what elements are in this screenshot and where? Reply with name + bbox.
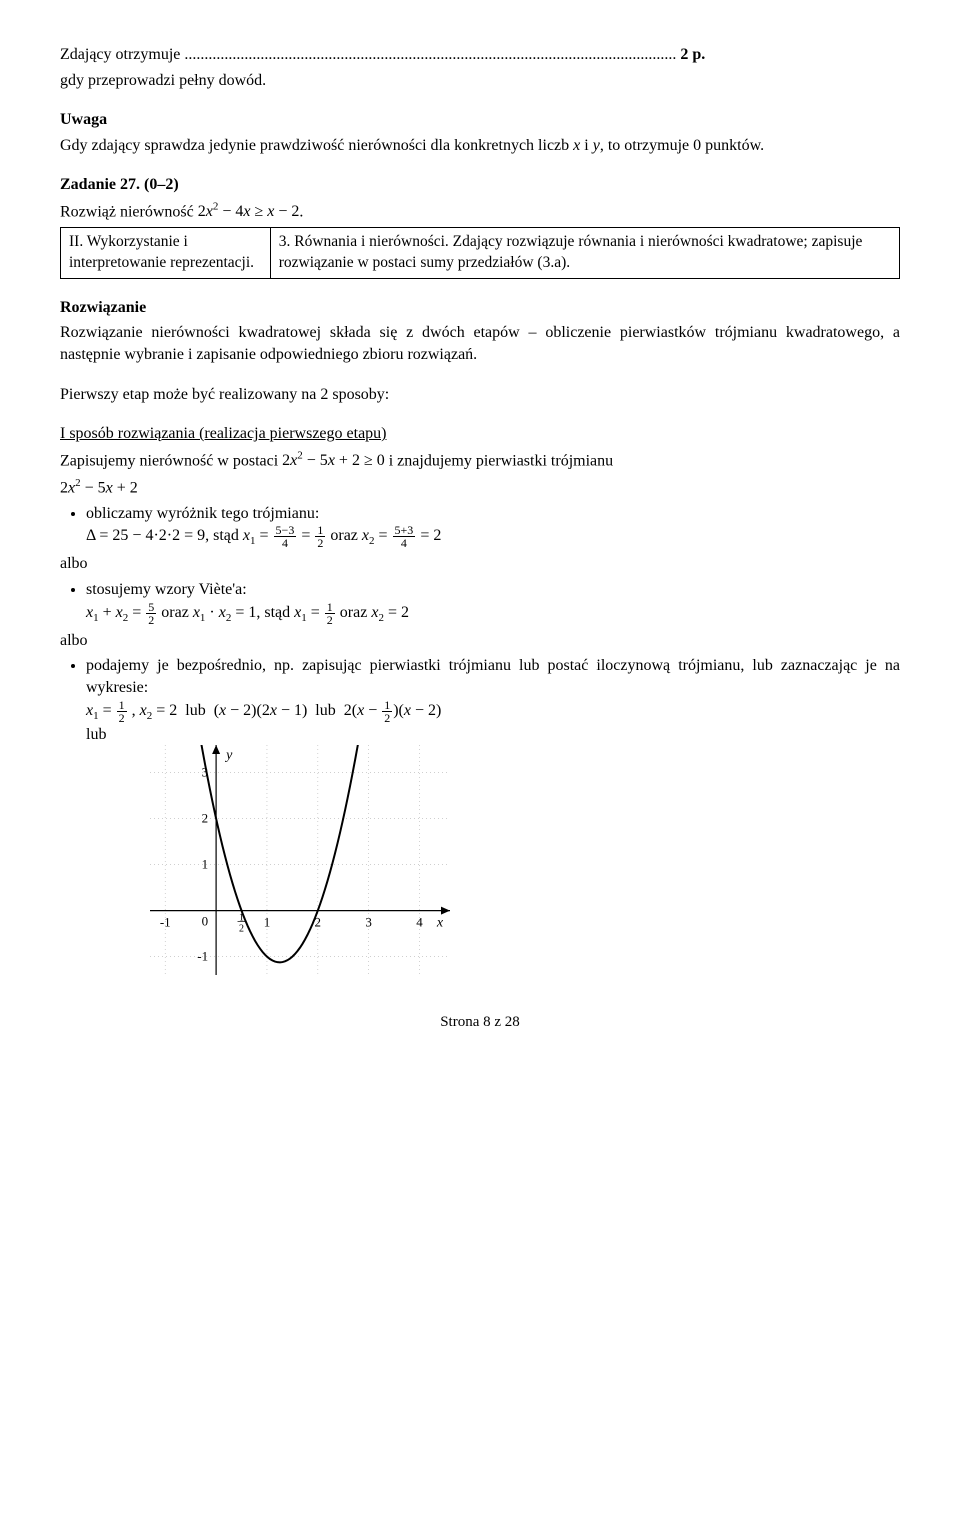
criteria-table: II. Wykorzystanie i interpretowanie repr… [60,227,900,279]
b2-math: x1 + x2 = 52 oraz x1 · x2 = 1, stąd x1 =… [86,604,409,621]
points-line: Zdający otrzymuje ......................… [60,44,900,66]
b2-title: stosujemy wzory Viète'a: [86,581,247,598]
svg-text:-1: -1 [197,949,208,964]
svg-text:4: 4 [416,915,423,930]
b3-lub: lub [86,726,106,743]
svg-text:3: 3 [365,915,372,930]
svg-text:0: 0 [202,914,209,929]
b3-math: x1 = 12 , x2 = 2 lub (x − 2)(2x − 1) lub… [86,702,441,719]
b3-title: podajemy je bezpośrednio, np. zapisując … [86,657,900,696]
etap-line: Pierwszy etap może być realizowany na 2 … [60,384,900,406]
sp1-trinomial: 2x2 − 5x + 2 [60,476,900,499]
sp1-a: Zapisujemy nierówność w postaci [60,452,282,469]
sposob1-title: I sposób rozwiązania (realizacja pierwsz… [60,423,900,445]
zadanie-title: Zadanie 27. (0–2) [60,174,900,196]
svg-text:y: y [224,748,233,763]
svg-text:2: 2 [239,924,244,935]
svg-text:x: x [436,916,444,931]
sp1-ineq: 2x2 − 5x + 2 ≥ 0 [282,452,385,469]
albo2: albo [60,630,900,652]
albo1: albo [60,553,900,575]
parabola-chart: -11234-1123012yx [150,745,900,982]
criteria-left: II. Wykorzystanie i interpretowanie repr… [61,227,271,278]
sposob1-body: Zapisujemy nierówność w postaci 2x2 − 5x… [60,449,900,472]
bullet-list-3: podajemy je bezpośrednio, np. zapisując … [86,655,900,745]
svg-text:2: 2 [202,811,209,826]
zadanie-prefix: Rozwiąż nierówność [60,203,198,220]
b1-math: Δ = 25 − 4·2·2 = 9, stąd x1 = 5−34 = 12 … [86,527,441,544]
svg-text:1: 1 [202,857,209,872]
svg-text:1: 1 [264,915,271,930]
bullet-list-1: obliczamy wyróżnik tego trójmianu: Δ = 2… [86,503,900,550]
b1-title: obliczamy wyróżnik tego trójmianu: [86,505,319,522]
bullet-list-2: stosujemy wzory Viète'a: x1 + x2 = 52 or… [86,579,900,626]
criteria-right: 3. Równania i nierówności. Zdający rozwi… [270,227,899,278]
zadanie-inequality: 2x2 − 4x ≥ x − 2 [198,203,300,220]
dots: ........................................… [180,46,676,63]
bullet1: obliczamy wyróżnik tego trójmianu: Δ = 2… [86,503,900,550]
bullet3: podajemy je bezpośrednio, np. zapisując … [86,655,900,745]
bullet2: stosujemy wzory Viète'a: x1 + x2 = 52 or… [86,579,900,626]
uwaga-body: Gdy zdający sprawdza jedynie prawdziwość… [60,135,900,157]
rozw-body: Rozwiązanie nierówności kwadratowej skła… [60,322,900,365]
points-prefix: Zdający otrzymuje [60,46,180,63]
uwaga-before: Gdy zdający sprawdza jedynie prawdziwość… [60,137,573,154]
page-footer: Strona 8 z 28 [60,1012,900,1032]
line2: gdy przeprowadzi pełny dowód. [60,70,900,92]
uwaga-title: Uwaga [60,109,900,131]
uwaga-vars: x [573,137,580,154]
points-suffix: 2 p. [676,46,705,63]
rozw-title: Rozwiązanie [60,297,900,319]
zadanie-prompt: Rozwiąż nierówność 2x2 − 4x ≥ x − 2. [60,200,900,223]
uwaga-after: , to otrzymuje 0 punktów. [600,137,764,154]
svg-text:-1: -1 [160,915,171,930]
sp1-b: i znajdujemy pierwiastki trójmianu [389,452,613,469]
